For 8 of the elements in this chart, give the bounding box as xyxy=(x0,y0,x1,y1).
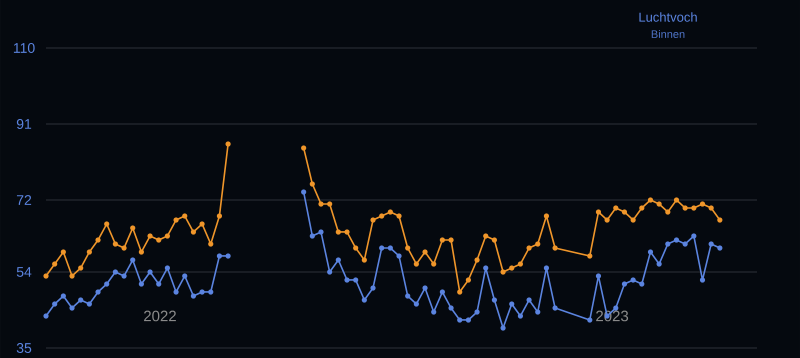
y-tick-label: 91 xyxy=(16,119,32,129)
y-tick-label: 110 xyxy=(14,43,35,53)
y-tick-label: 54 xyxy=(16,267,32,277)
y-tick-label: 72 xyxy=(16,195,32,205)
x-tick-label: 2022 xyxy=(144,310,176,322)
chart-title: Luchtvoch xyxy=(639,12,697,22)
chart-subtitle: Binnen xyxy=(652,30,684,38)
y-tick-label: 35 xyxy=(16,343,32,353)
